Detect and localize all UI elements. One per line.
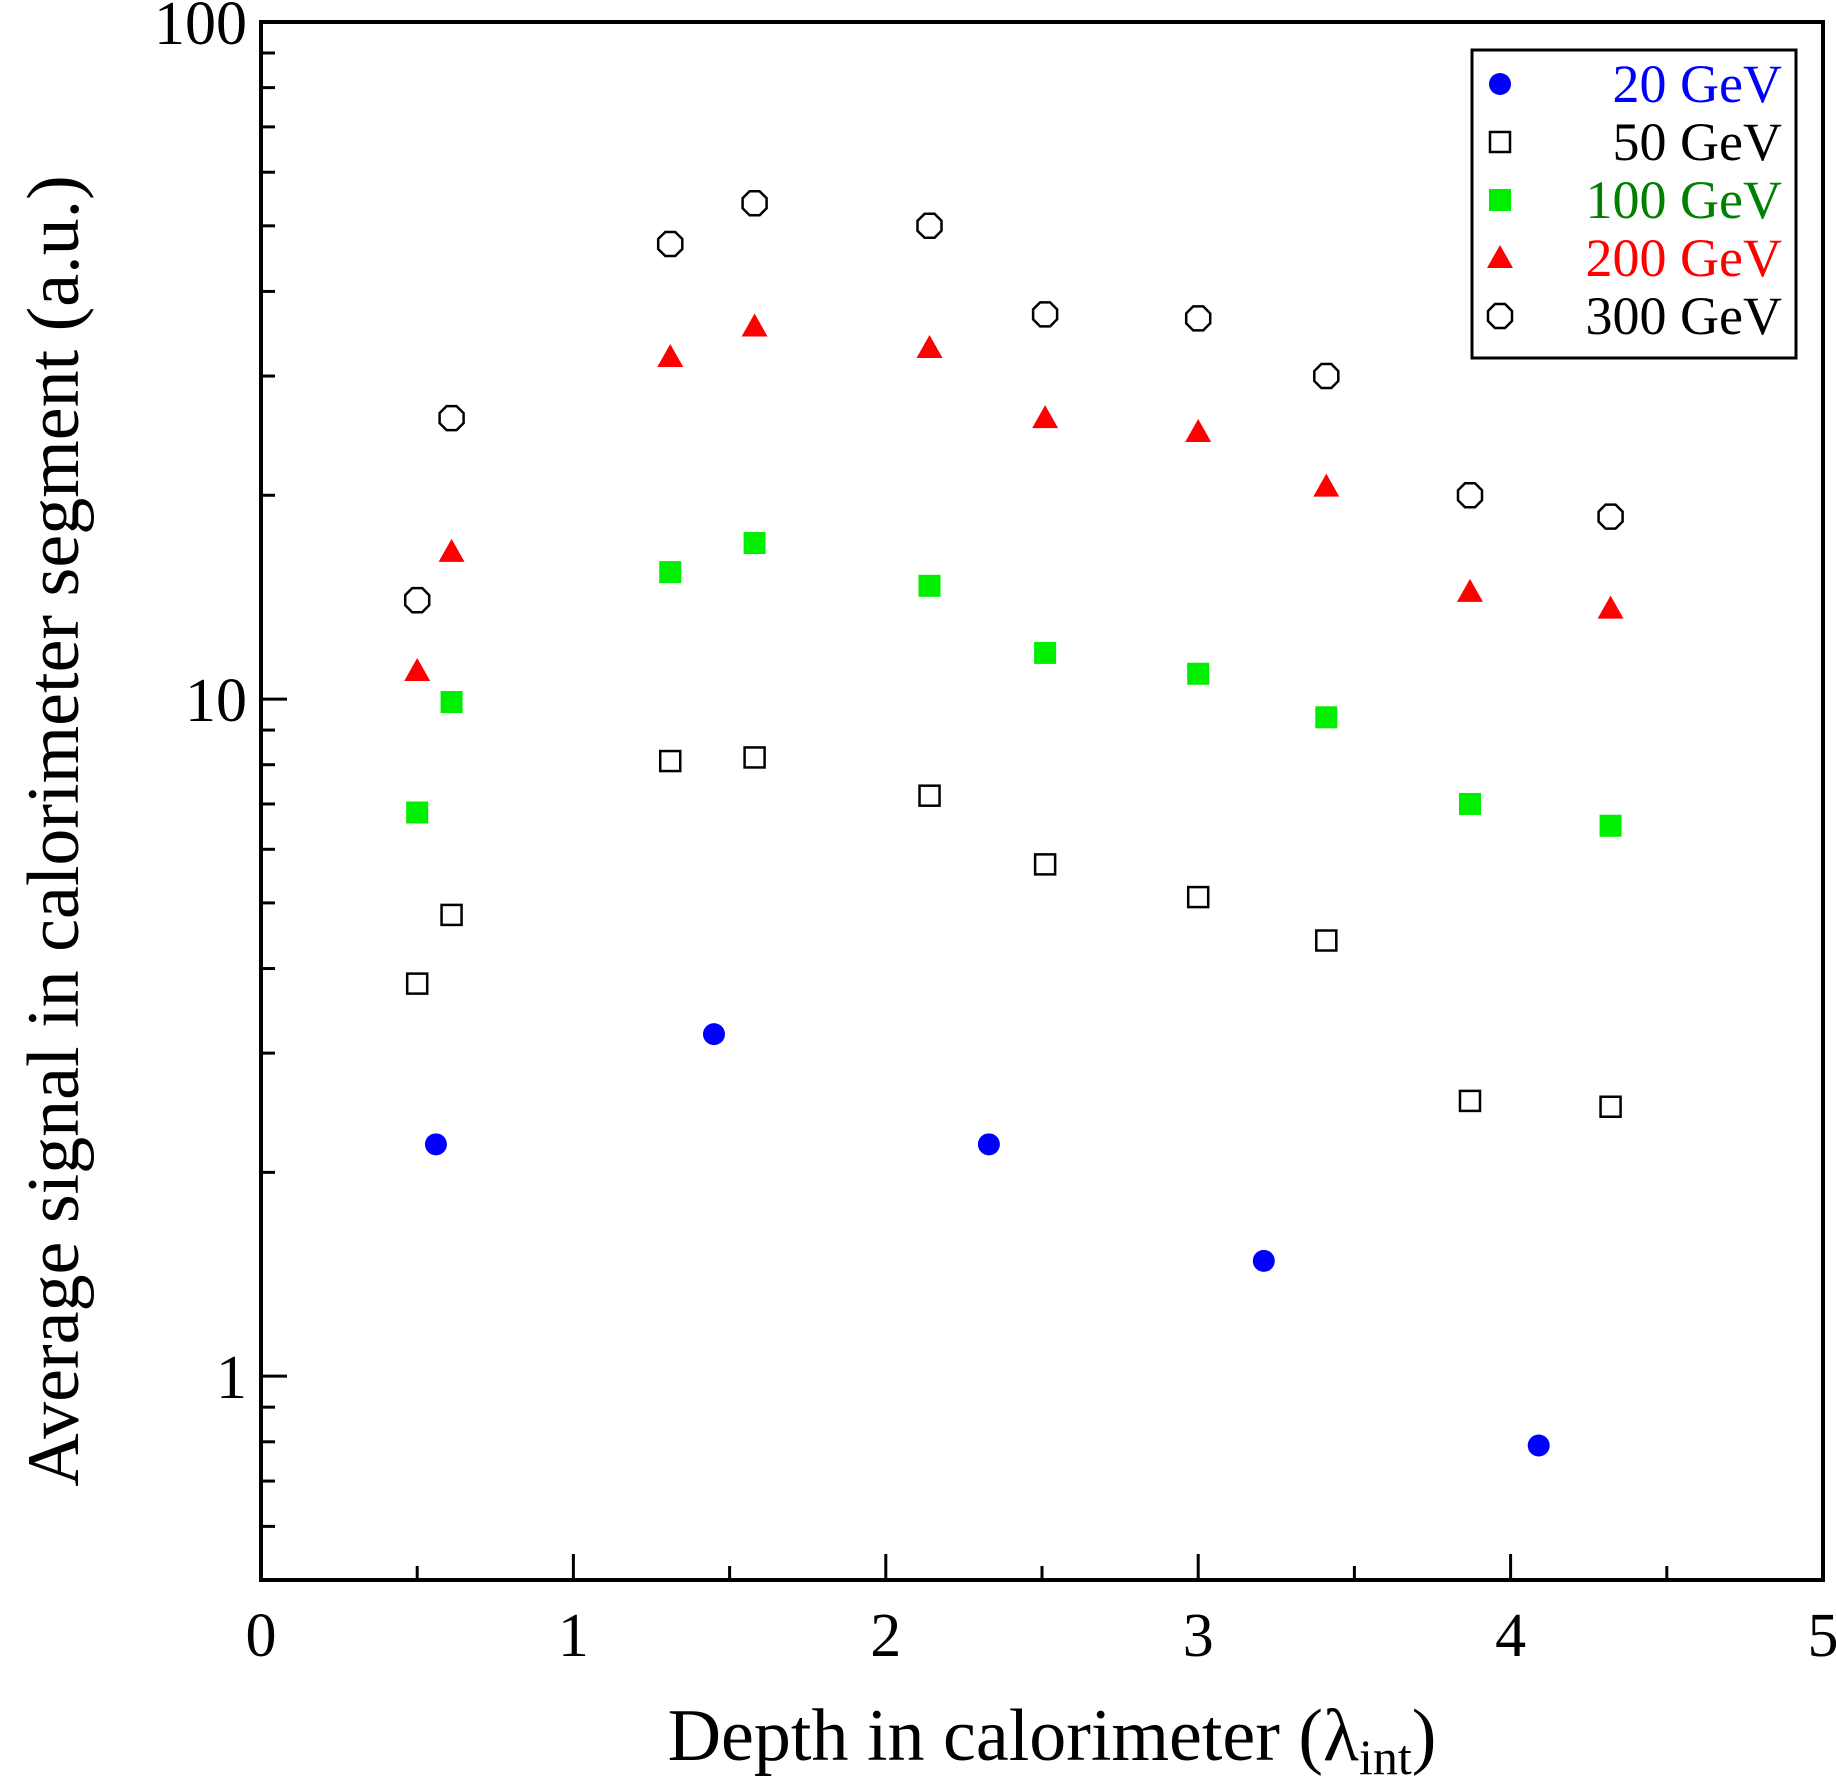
data-point: [1187, 662, 1210, 685]
legend-entry: 50 GeV: [1488, 112, 1782, 172]
x-tick-label: 1: [558, 1602, 589, 1670]
data-point: [438, 404, 465, 432]
series-50-gev: [405, 746, 1622, 1118]
series-20-gev: [424, 1023, 1550, 1457]
data-point: [659, 561, 682, 584]
data-point: [1458, 1089, 1482, 1113]
data-point: [1186, 885, 1210, 909]
legend-box: [1470, 48, 1798, 360]
data-point: [916, 212, 943, 240]
data-point: [1456, 578, 1483, 602]
legend-label: 100 GeV: [1586, 170, 1782, 230]
data-point: [658, 749, 682, 773]
y-axis-label: Average signal in calorimeter segment (a…: [13, 175, 95, 1487]
data-point: [918, 574, 941, 597]
data-point: [1033, 853, 1057, 876]
y-tick-label: 10: [185, 667, 247, 735]
data-point: [702, 1023, 725, 1046]
axis-labels: Depth in calorimeter (λint) Average sign…: [13, 175, 1436, 1785]
data-point: [916, 335, 943, 359]
legend-entry: 200 GeV: [1487, 228, 1782, 288]
legend-entry: 300 GeV: [1486, 286, 1782, 346]
x-tick-label: 0: [246, 1602, 277, 1670]
data-point: [1032, 405, 1059, 429]
data-points: [403, 189, 1624, 1457]
data-point: [1597, 595, 1624, 619]
x-tick-label: 3: [1183, 1602, 1214, 1670]
data-point: [1599, 814, 1622, 837]
data-point: [406, 801, 429, 824]
data-point: [440, 903, 463, 927]
data-point: [657, 344, 684, 368]
data-point: [743, 746, 766, 769]
data-point: [424, 1133, 447, 1156]
data-point: [1252, 1249, 1275, 1272]
series-200-gev: [404, 313, 1624, 682]
data-point: [405, 972, 429, 995]
data-point: [1597, 503, 1624, 530]
data-point: [1031, 301, 1059, 328]
data-point: [1315, 929, 1338, 952]
legend-marker: [1489, 73, 1511, 95]
data-point: [1458, 792, 1481, 815]
data-point: [1456, 482, 1484, 509]
legend-marker: [1486, 302, 1514, 330]
legend-marker: [1488, 130, 1512, 154]
data-point: [918, 784, 941, 807]
legend-entry: 20 GeV: [1489, 54, 1782, 114]
data-point: [743, 532, 766, 555]
axis-ticks: 0 1 2 3 4 5 1 10 100: [154, 0, 1836, 1670]
y-tick-label: 100: [154, 0, 247, 58]
legend-label: 50 GeV: [1613, 112, 1782, 172]
series-100-gev: [406, 532, 1622, 837]
data-point: [1527, 1434, 1550, 1457]
data-point: [1313, 473, 1340, 497]
data-point: [741, 313, 768, 337]
legend-marker: [1489, 189, 1511, 211]
x-axis-label: Depth in calorimeter (λint): [668, 1695, 1437, 1785]
data-point: [404, 658, 431, 682]
x-tick-label: 2: [870, 1602, 901, 1670]
data-point: [1315, 706, 1338, 729]
x-tick-label: 5: [1808, 1602, 1836, 1670]
data-point: [656, 230, 684, 258]
data-point: [438, 538, 465, 562]
legend-label: 200 GeV: [1586, 228, 1782, 288]
data-point: [977, 1133, 1000, 1156]
legend-label: 20 GeV: [1613, 54, 1782, 114]
data-point: [1599, 1095, 1622, 1118]
legend-marker: [1487, 245, 1513, 268]
series-300-gev: [403, 189, 1624, 614]
data-point: [440, 691, 463, 714]
data-point: [741, 189, 768, 217]
x-tick-label: 4: [1495, 1602, 1526, 1670]
y-tick-label: 1: [216, 1344, 247, 1412]
legend-entry: 100 GeV: [1489, 170, 1782, 230]
data-point: [1313, 362, 1340, 390]
data-point: [1184, 305, 1212, 332]
data-point: [1034, 641, 1057, 664]
data-point: [1185, 419, 1212, 443]
legend-label: 300 GeV: [1586, 286, 1782, 346]
data-point: [403, 586, 431, 614]
